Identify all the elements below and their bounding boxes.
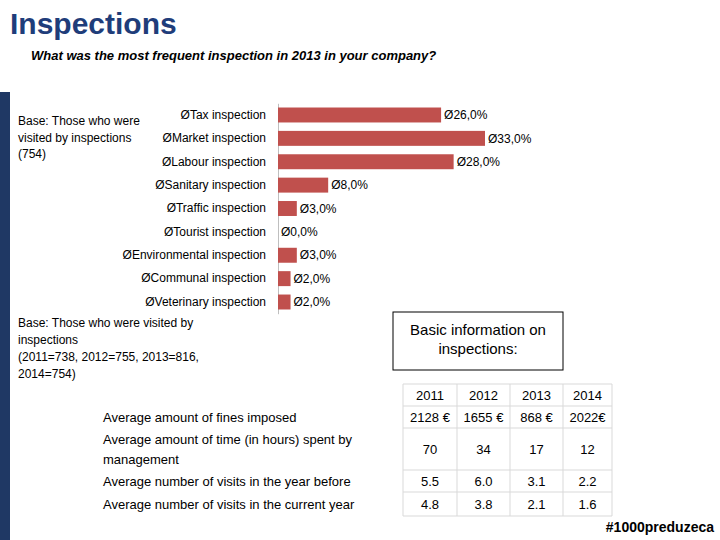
data-label: Ø0,0% (281, 225, 318, 239)
table-cell: 4.8 (421, 497, 439, 512)
table-cell: 2022€ (569, 410, 606, 425)
table-rule (403, 492, 612, 493)
bar (278, 131, 485, 146)
chart-subtitle: Base: Those who werevisited by inspectio… (18, 114, 140, 161)
tick: ØSanitary inspection (155, 178, 278, 192)
table-rule (457, 384, 458, 516)
data-labels: Ø26,0%Ø33,0% Ø28,0% Ø8,0% Ø3,0% Ø0,0% Ø3,0% Ø2… (281, 108, 532, 309)
table-rule (612, 384, 613, 516)
data-label: Ø2,0% (294, 295, 331, 309)
category-label: ØTraffic inspection (167, 201, 266, 215)
category-label: ØSanitary inspection (155, 178, 266, 192)
category-axis: ØTax inspection ØMarket inspection ØLabour… (123, 104, 279, 314)
page-title: Inspections (10, 7, 177, 40)
tick: ØVeterinary inspection (145, 295, 278, 309)
table-rules (403, 384, 612, 516)
table-rule (403, 384, 612, 385)
footer: #1000preduzeca (606, 519, 714, 535)
table-cell: 5.5 (421, 474, 439, 489)
data-label: Ø3,0% (300, 202, 337, 216)
caption-box (393, 312, 563, 370)
tick: ØCommunal inspection (141, 271, 278, 285)
table-cell: 1655 € (464, 410, 505, 425)
table-cell: 17 (529, 442, 543, 457)
bar (278, 271, 291, 286)
data-label: Ø33,0% (488, 132, 532, 146)
bar (278, 154, 454, 169)
bars (278, 108, 485, 310)
bar (278, 178, 328, 193)
bar (278, 224, 279, 239)
table-rule (403, 406, 612, 407)
bar (278, 201, 297, 216)
data-label: Ø28,0% (457, 155, 501, 169)
row-label: Average number of visits in the current … (103, 497, 355, 512)
table-rule (563, 384, 564, 516)
tick: ØTourist inspection (164, 225, 278, 239)
side-stripe (0, 92, 10, 540)
category-label: ØTax inspection (181, 108, 266, 122)
chart-title: What was the most frequent inspection in… (31, 48, 436, 63)
data-label: Ø3,0% (300, 248, 337, 262)
bar (278, 108, 441, 123)
table-cell: 2.2 (578, 474, 596, 489)
table-cell: 1.6 (578, 497, 596, 512)
tick: ØLabour inspection (162, 155, 278, 169)
table-caption: Basic information oninspections: (410, 321, 546, 357)
tick: ØTraffic inspection (167, 201, 278, 215)
data-label: Ø8,0% (331, 178, 368, 192)
table-cell: 34 (476, 442, 490, 457)
category-label: ØMarket inspection (163, 131, 266, 145)
tick: ØMarket inspection (163, 131, 278, 145)
table-cell: 70 (423, 442, 437, 457)
table-rule (403, 384, 404, 516)
table-rule (403, 470, 612, 471)
bar (278, 295, 291, 310)
category-label: ØLabour inspection (162, 155, 266, 169)
data-label: Ø2,0% (294, 272, 331, 286)
table-cell: 2128 € (410, 410, 451, 425)
table-cell: 3.8 (474, 497, 492, 512)
slide: Inspections What was the most frequent in… (0, 0, 720, 540)
category-label: ØTourist inspection (164, 225, 266, 239)
table-cell: 6.0 (474, 474, 492, 489)
table-rule (403, 516, 612, 517)
bar (278, 248, 297, 263)
table-rule (510, 384, 511, 516)
column-header: 2012 (469, 388, 498, 403)
category-label: ØEnvironmental inspection (123, 248, 266, 262)
table-cell: 3.1 (527, 474, 545, 489)
table-cell: 12 (580, 442, 594, 457)
row-label: Average amount of fines imposed (103, 410, 296, 425)
tick: ØTax inspection (181, 108, 278, 122)
row-label: Average amount of time (in hours) spent … (103, 432, 353, 467)
table-note: Base: Those who were visited byinspectio… (18, 316, 199, 381)
column-header: 2013 (522, 388, 551, 403)
data-label: Ø26,0% (444, 108, 488, 122)
table-rule (403, 428, 612, 429)
column-header: 2011 (416, 388, 444, 403)
row-label: Average number of visits in the year bef… (103, 474, 351, 489)
category-label: ØCommunal inspection (141, 271, 266, 285)
column-header: 2014 (573, 388, 602, 403)
category-label: ØVeterinary inspection (145, 295, 266, 309)
table-cell: 2.1 (527, 497, 545, 512)
tick: ØEnvironmental inspection (123, 248, 278, 262)
table-cell: 868 € (520, 410, 553, 425)
